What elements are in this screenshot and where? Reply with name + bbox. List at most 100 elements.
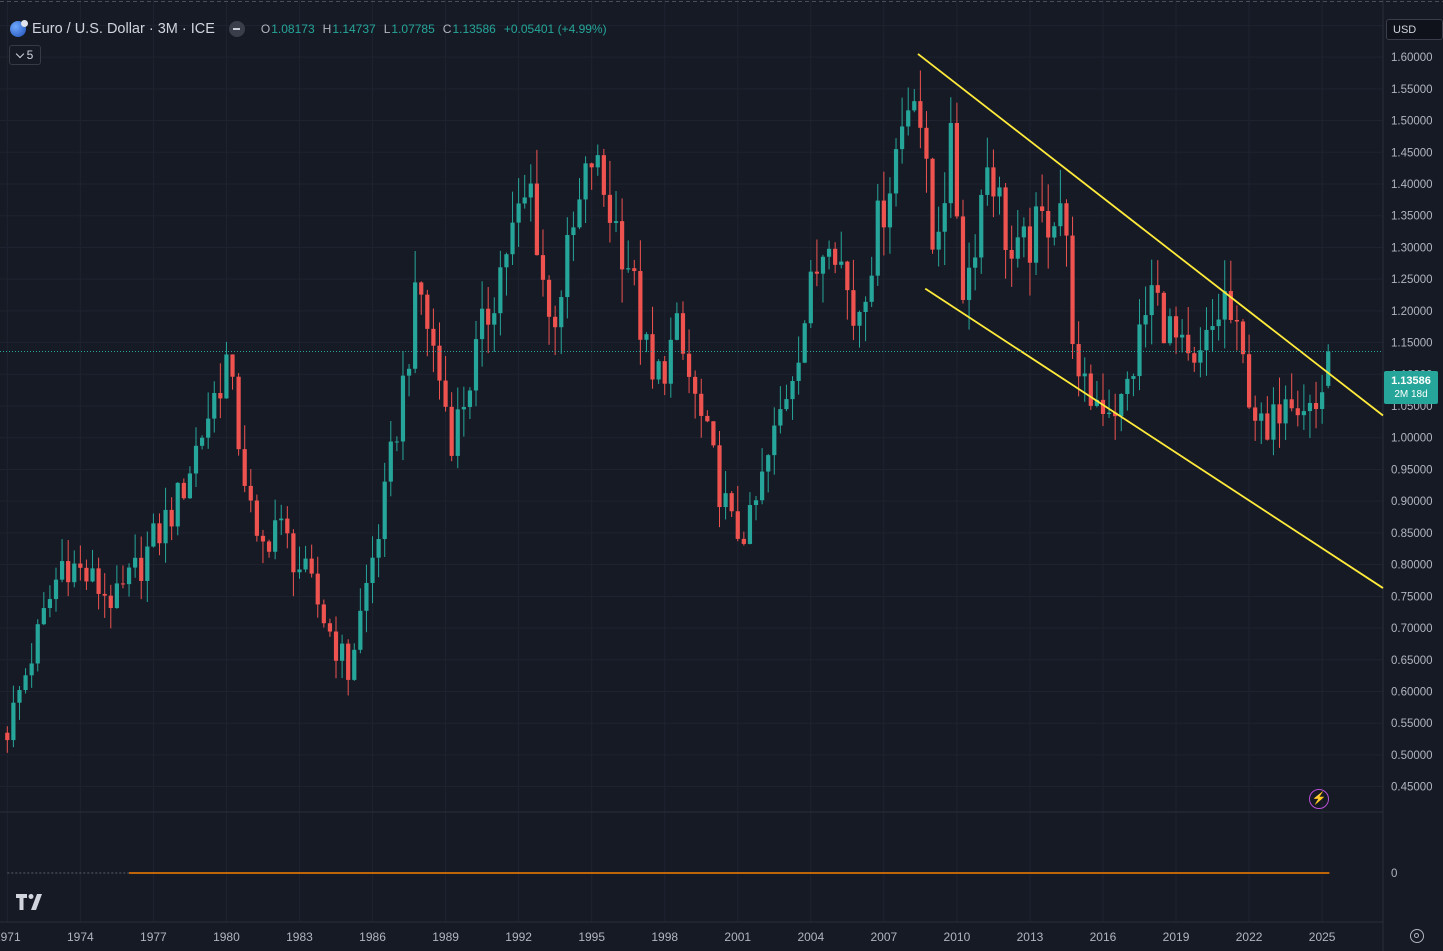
candle-body (705, 415, 710, 422)
candle-down (157, 513, 162, 556)
candle-body (151, 523, 156, 547)
candle-body (778, 409, 783, 426)
time-tick-label: 1977 (140, 930, 167, 944)
time-tick-label: 2022 (1236, 930, 1263, 944)
candle-up (492, 297, 497, 352)
candle-body (72, 563, 77, 583)
candle-body (419, 282, 424, 295)
candle-up (887, 177, 893, 254)
candle-up (1210, 299, 1215, 353)
candle-body (644, 334, 649, 340)
candle-up (1271, 387, 1276, 456)
candle-body (187, 473, 193, 499)
candle-body (729, 493, 734, 512)
symbol-title[interactable]: Euro / U.S. Dollar · 3M · ICE (32, 21, 215, 37)
candle-body (912, 101, 917, 111)
candle-body (23, 675, 28, 691)
candle-down (680, 301, 686, 360)
candle-body (157, 523, 162, 544)
candle-body (973, 257, 978, 268)
gear-icon[interactable] (1410, 929, 1424, 943)
candle-up (224, 341, 229, 399)
candle-up (163, 487, 168, 563)
candle-down (711, 421, 716, 448)
candle-down (346, 639, 351, 696)
price-tick-label: 1.20000 (1391, 306, 1433, 318)
time-tick-label: 2010 (944, 930, 971, 944)
candle-down (260, 529, 266, 564)
candle-body (339, 643, 345, 661)
candle-body (1119, 393, 1124, 417)
candle-up (413, 250, 418, 374)
candle-down (534, 149, 539, 256)
candle-up (400, 351, 406, 461)
candle-down (991, 149, 996, 218)
candle-body (193, 445, 199, 474)
candle-down (1313, 381, 1319, 429)
chart-legend-header: Euro / U.S. Dollar · 3M · ICE O 1.08173 H… (10, 18, 607, 40)
candle-body (133, 557, 138, 568)
candle-down (84, 559, 89, 590)
candle-up (1222, 260, 1227, 349)
candle-up (53, 567, 59, 612)
candle-body (680, 313, 686, 354)
candle-down (139, 536, 144, 600)
candle-body (1283, 399, 1288, 424)
candle-up (936, 206, 941, 267)
candle-body (11, 702, 16, 741)
candle-body (352, 649, 357, 680)
candle-up (626, 240, 631, 273)
candle-up (339, 634, 345, 679)
candle-down (735, 485, 740, 542)
candle-body (790, 380, 795, 400)
candle-body (881, 200, 886, 228)
candle-body (449, 406, 454, 456)
lightning-icon[interactable]: ⚡ (1309, 789, 1329, 809)
candle-up (175, 482, 180, 536)
candle-up (199, 435, 205, 450)
candle-up (723, 471, 728, 520)
candle-down (1155, 260, 1160, 306)
candle-up (997, 176, 1002, 215)
candle-down (1240, 318, 1246, 364)
candle-down (1277, 377, 1282, 448)
indicators-toggle-button[interactable]: 5 (9, 45, 41, 65)
candle-up (370, 536, 375, 604)
price-tick-label: 0.55000 (1391, 718, 1433, 730)
candle-body (717, 445, 722, 508)
candle-down (102, 573, 107, 618)
candle-body (260, 535, 266, 542)
candle-up (948, 97, 953, 218)
candle-up (1149, 259, 1154, 345)
candle-up (565, 217, 570, 319)
candle-up (778, 386, 783, 434)
candle-down (254, 494, 259, 542)
candle-body (273, 520, 278, 552)
candle-body (553, 316, 558, 328)
candle-down (1040, 174, 1045, 223)
candle-body (388, 441, 393, 482)
candle-body (845, 261, 850, 291)
candle-down (96, 557, 101, 610)
candle-down (1186, 307, 1191, 361)
candle-down (1064, 199, 1069, 267)
candle-body (370, 557, 375, 583)
time-tick-label: 1986 (359, 930, 386, 944)
candle-up (461, 386, 466, 437)
price-tick-label: 1.40000 (1391, 179, 1433, 191)
currency-selector[interactable]: USD (1386, 19, 1443, 40)
candle-down (291, 529, 296, 597)
candle-up (906, 87, 911, 136)
candle-body (668, 339, 673, 384)
candle-down (449, 392, 454, 462)
candle-up (303, 545, 308, 573)
candle-up (528, 164, 533, 222)
tradingview-logo[interactable] (16, 894, 46, 910)
candle-body (1234, 319, 1240, 322)
candle-up (522, 174, 527, 209)
candle-body (607, 194, 613, 223)
time-tick-label: 2025 (1309, 930, 1336, 944)
hide-legend-button[interactable] (228, 21, 245, 37)
candle-body (857, 311, 862, 326)
